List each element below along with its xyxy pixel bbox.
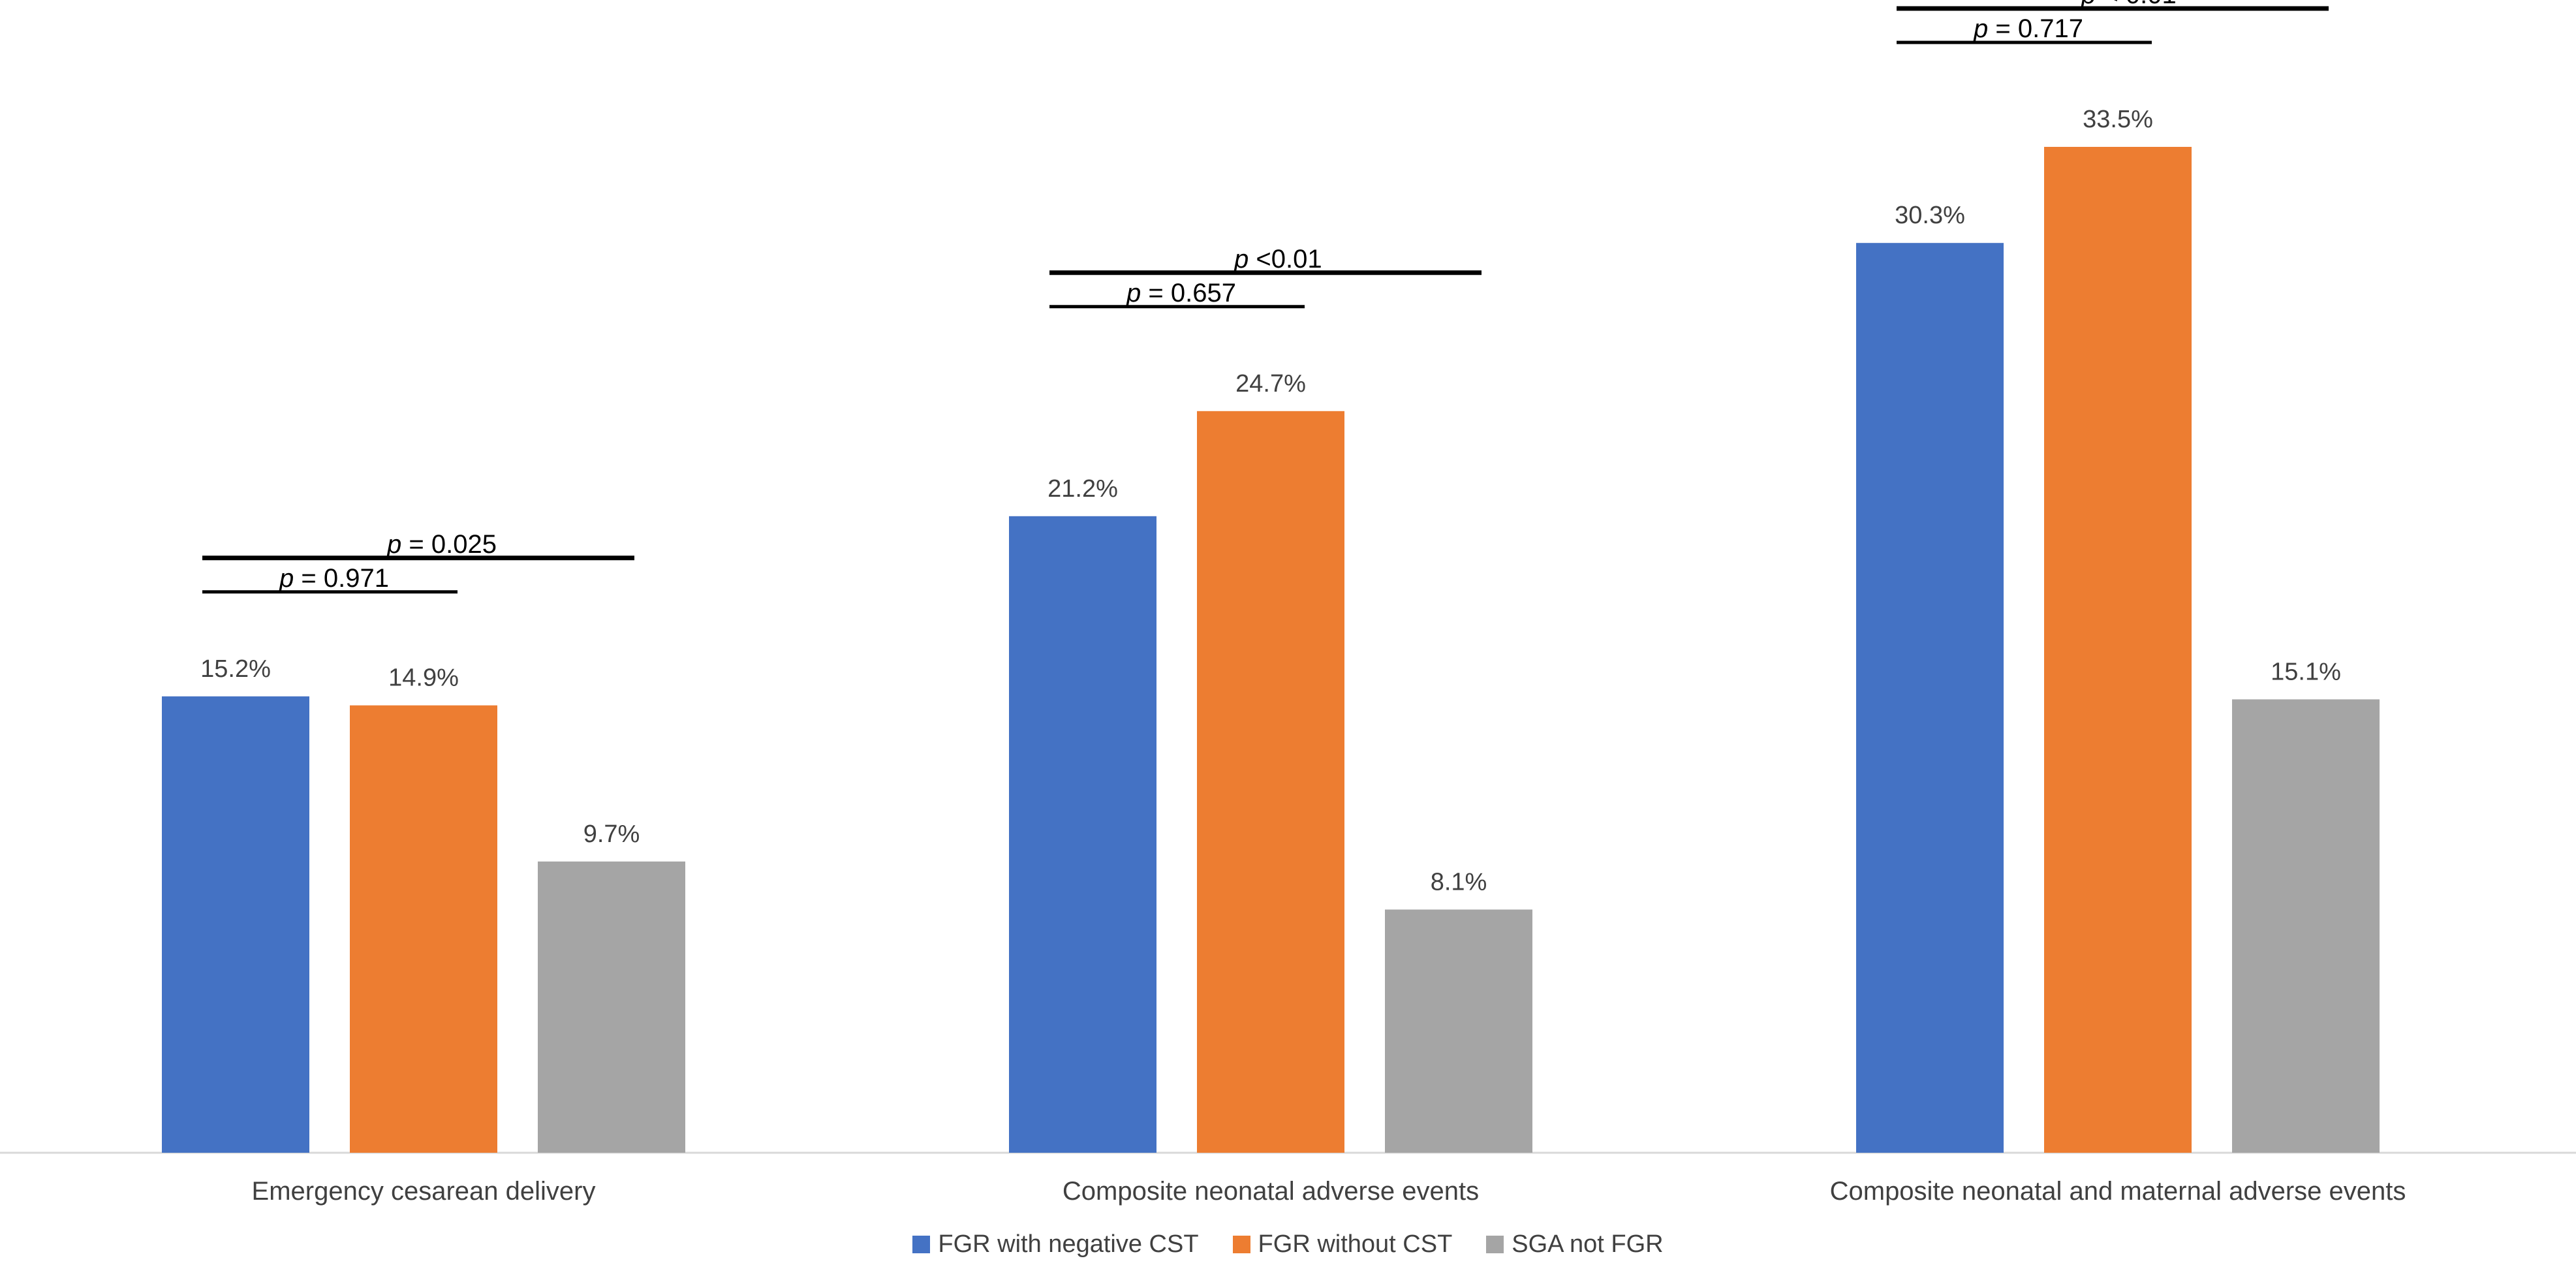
bar-blue-cat-3 [1856,243,2004,1153]
legend-item-sga-not-fgr: SGA not FGR [1486,1230,1664,1259]
p-value-text: <0.01 [1249,245,1322,274]
p-value-text: = 0.971 [294,564,389,593]
data-label: 15.2% [200,655,271,683]
data-label: 8.1% [1431,868,1487,896]
legend: FGR with negative CST FGR without CST SG… [0,1230,2576,1259]
bar-orange-cat-1 [350,705,497,1153]
p-symbol: p [1973,14,1988,43]
bar-gray-cat-1 [538,861,685,1153]
data-label: 24.7% [1235,370,1306,398]
p-symbol: p [386,530,401,559]
p-value-lower: p = 0.657 [1126,279,1236,307]
legend-item-fgr-negative-cst: FGR with negative CST [912,1230,1199,1259]
legend-label: SGA not FGR [1512,1230,1664,1258]
p-symbol: p [1126,279,1141,307]
legend-label: FGR with negative CST [938,1230,1199,1258]
legend-swatch-blue [912,1236,931,1253]
p-value-upper: p < 0.01 [2081,0,2177,9]
p-value-text: = 0.717 [1988,14,2083,43]
x-tick-label: Emergency cesarean delivery [252,1177,596,1206]
data-label: 9.7% [583,821,640,848]
p-value-text: < 0.01 [2096,0,2176,9]
p-value-text: = 0.025 [401,530,497,559]
x-tick-label: Composite neonatal and maternal adverse … [1830,1177,2406,1206]
bar-blue-cat-2 [1009,516,1156,1153]
data-label: 33.5% [2083,106,2153,133]
p-value-lower: p = 0.717 [1973,14,2083,43]
legend-item-fgr-without-cst: FGR without CST [1232,1230,1453,1259]
p-symbol: p [2081,0,2096,9]
data-label: 14.9% [388,664,459,692]
data-label: 21.2% [1047,475,1118,503]
bar-gray-cat-2 [1385,909,1532,1153]
legend-swatch-gray [1486,1236,1504,1253]
data-label: 30.3% [1895,202,1965,229]
p-value-text: = 0.657 [1141,279,1236,307]
bar-orange-cat-2 [1197,411,1344,1153]
p-value-lower: p = 0.971 [279,564,389,593]
x-tick-label: Composite neonatal adverse events [1063,1177,1479,1206]
p-symbol: p [1234,245,1249,274]
p-value-upper: p = 0.025 [386,530,497,559]
data-label: 15.1% [2271,658,2341,685]
p-symbol: p [279,564,294,593]
legend-swatch-orange [1232,1236,1250,1253]
bar-gray-cat-3 [2232,699,2380,1153]
p-value-upper: p <0.01 [1234,245,1322,274]
legend-label: FGR without CST [1258,1230,1453,1258]
bar-orange-cat-3 [2044,147,2192,1153]
bar-blue-cat-1 [162,696,309,1153]
